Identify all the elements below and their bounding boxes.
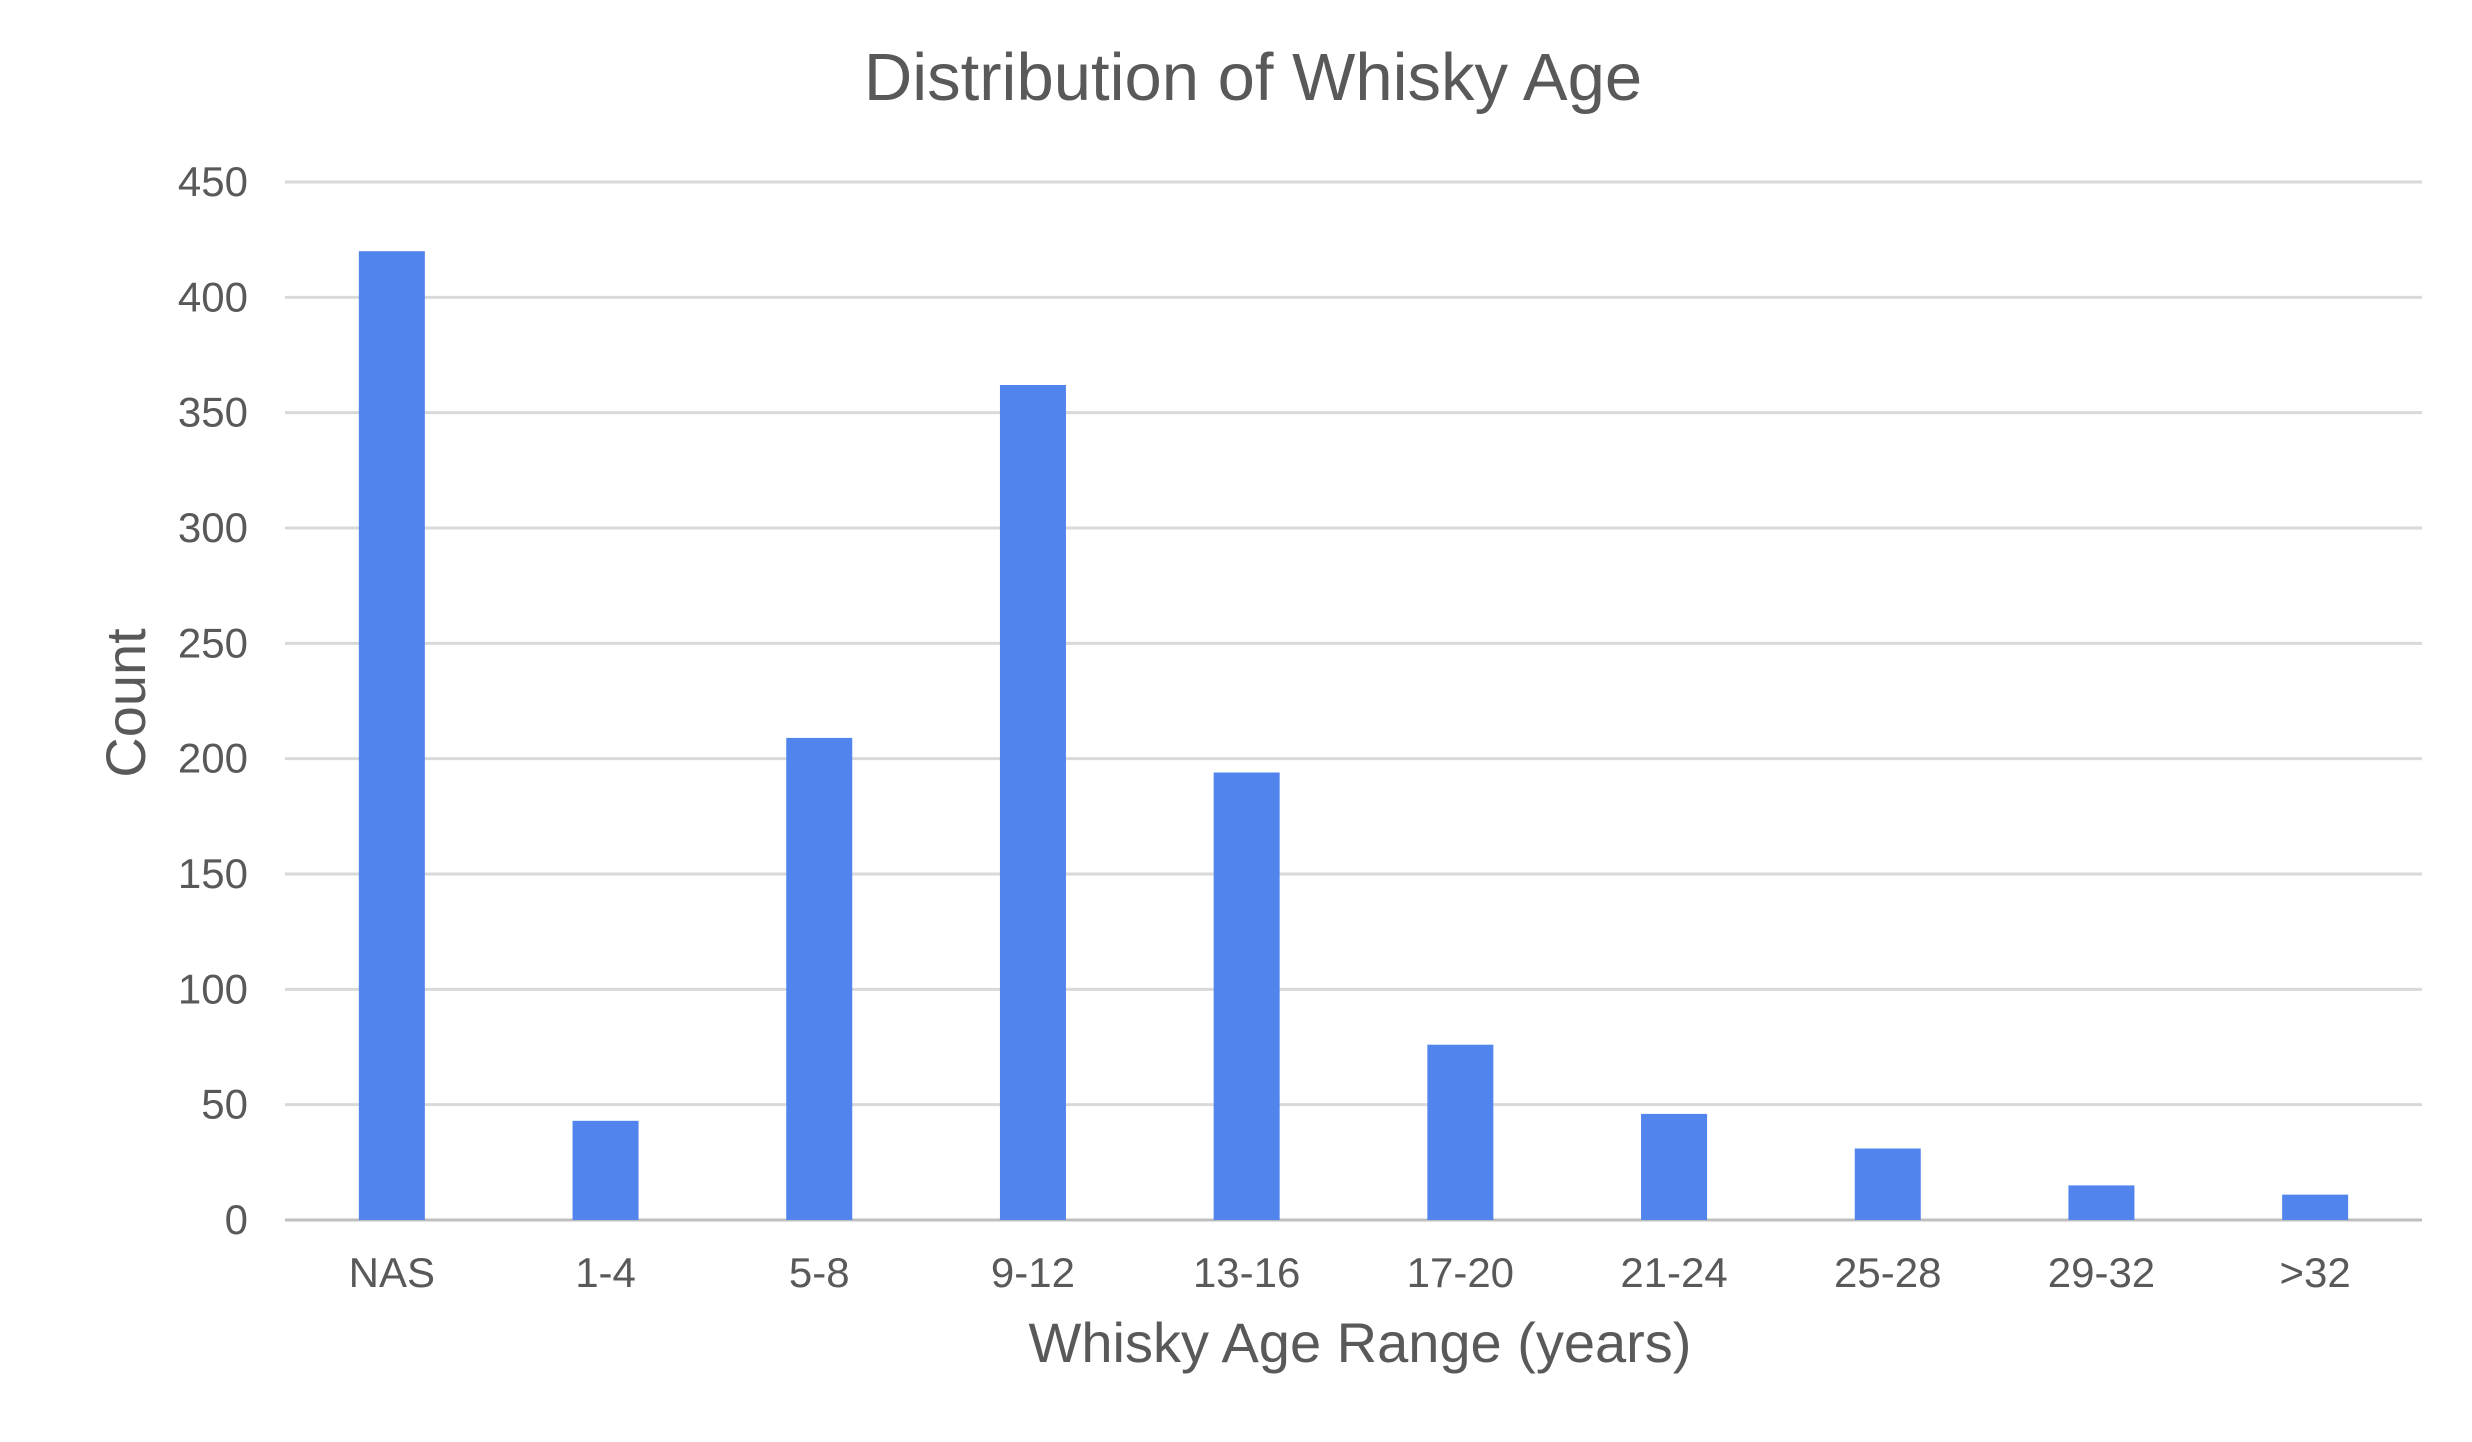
y-axis-ticks: 0 50 100 150 200 250 300 350 400 450 (178, 158, 248, 1243)
y-axis-label: Count (94, 628, 157, 778)
bars (358, 251, 2349, 1220)
y-tick-label: 250 (178, 619, 248, 666)
x-tick-label: 9-12 (991, 1249, 1075, 1296)
gridlines (285, 180, 2422, 1222)
chart-title: Distribution of Whisky Age (864, 40, 1642, 115)
x-tick-label: >32 (2280, 1249, 2351, 1296)
y-tick-label: 450 (178, 158, 248, 205)
bar-25-28 (1854, 1148, 1921, 1220)
bar-1-4 (572, 1120, 639, 1220)
x-axis-label: Whisky Age Range (years) (1029, 1311, 1692, 1374)
y-tick-label: 200 (178, 735, 248, 782)
x-tick-label: 21-24 (1620, 1249, 1727, 1296)
x-tick-label: NAS (349, 1249, 435, 1296)
x-axis-ticks: NAS 1-4 5-8 9-12 13-16 17-20 21-24 25-28 29-32 >3… (349, 1249, 2351, 1296)
y-tick-label: 350 (178, 389, 248, 436)
bar-21-24 (1641, 1113, 1708, 1220)
y-tick-label: 100 (178, 965, 248, 1012)
y-tick-label: 300 (178, 504, 248, 551)
bar-NAS (358, 251, 425, 1220)
bar->32 (2282, 1194, 2349, 1220)
bar-13-16 (1213, 772, 1280, 1220)
bar-17-20 (1427, 1044, 1494, 1220)
y-tick-label: 150 (178, 850, 248, 897)
x-tick-label: 29-32 (2048, 1249, 2155, 1296)
bar-29-32 (2068, 1185, 2135, 1220)
y-tick-label: 400 (178, 273, 248, 320)
x-tick-label: 1-4 (575, 1249, 636, 1296)
bar-5-8 (786, 737, 853, 1220)
y-tick-label: 0 (225, 1196, 248, 1243)
x-tick-label: 25-28 (1834, 1249, 1941, 1296)
x-tick-label: 5-8 (789, 1249, 850, 1296)
x-tick-label: 13-16 (1193, 1249, 1300, 1296)
bar-9-12 (999, 384, 1066, 1220)
y-tick-label: 50 (201, 1081, 248, 1128)
x-tick-label: 17-20 (1407, 1249, 1514, 1296)
